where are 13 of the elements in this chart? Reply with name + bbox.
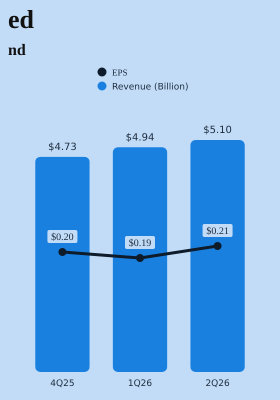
data-label: $0.21 [206, 226, 229, 237]
legend-label: EPS [112, 68, 128, 78]
data-label: $0.19 [128, 238, 152, 249]
data-label: $5.10 [203, 125, 232, 136]
x-tick-label: 4Q25 [50, 379, 75, 389]
legend-label: Revenue (Billion) [112, 82, 188, 92]
chart-subtitle: nd [8, 42, 26, 59]
x-tick-label: 1Q26 [128, 379, 152, 389]
chart-title: ed [8, 5, 35, 34]
data-label: $4.73 [48, 142, 77, 153]
data-label: $4.94 [126, 132, 154, 144]
x-tick-label: 2Q26 [205, 379, 230, 389]
data-label: $0.20 [51, 232, 74, 243]
